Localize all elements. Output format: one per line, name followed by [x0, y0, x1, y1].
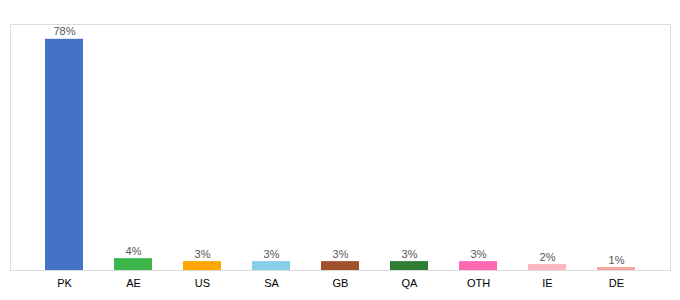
svg-text:2%: 2%	[540, 251, 556, 263]
svg-text:GB: GB	[333, 277, 349, 289]
svg-text:OTH: OTH	[467, 277, 490, 289]
svg-text:AE: AE	[126, 277, 141, 289]
svg-text:DE: DE	[609, 277, 624, 289]
svg-text:4%: 4%	[126, 245, 142, 257]
svg-text:IE: IE	[542, 277, 552, 289]
svg-text:SA: SA	[264, 277, 279, 289]
svg-text:3%: 3%	[471, 248, 487, 260]
svg-text:QA: QA	[402, 277, 419, 289]
svg-text:PK: PK	[57, 277, 72, 289]
svg-text:78%: 78%	[53, 25, 75, 37]
svg-text:1%: 1%	[609, 254, 625, 266]
svg-text:3%: 3%	[264, 248, 280, 260]
svg-text:3%: 3%	[333, 248, 349, 260]
svg-text:US: US	[195, 277, 210, 289]
svg-text:3%: 3%	[195, 248, 211, 260]
svg-text:3%: 3%	[402, 248, 418, 260]
